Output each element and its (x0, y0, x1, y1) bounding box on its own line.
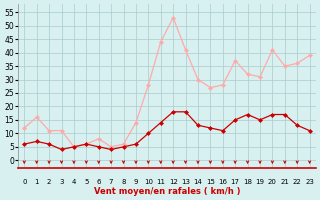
X-axis label: Vent moyen/en rafales ( km/h ): Vent moyen/en rafales ( km/h ) (94, 187, 240, 196)
